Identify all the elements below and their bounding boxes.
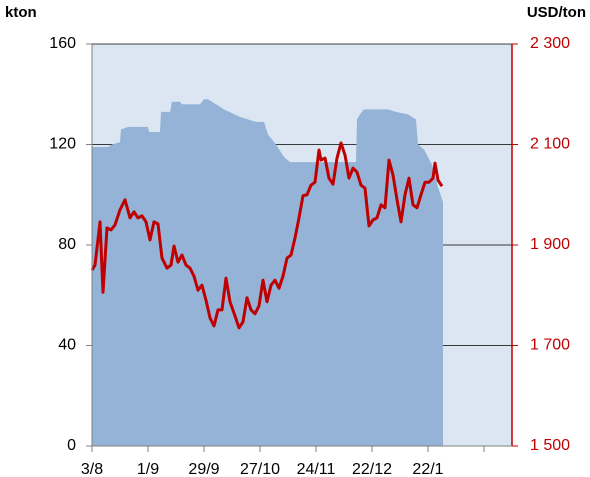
y-axis-title: kton: [5, 4, 37, 21]
x-tick-label: 29/9: [188, 461, 219, 477]
line: [90, 141, 444, 330]
y-tick-label: 0: [67, 437, 76, 454]
y2-tick-label: 2 300: [530, 35, 570, 52]
y-tick-label: 160: [49, 35, 76, 52]
x-tick-label: 27/10: [240, 461, 280, 477]
area: [92, 99, 443, 447]
y-tick-label: 80: [58, 236, 76, 253]
y2-tick-label: 1 500: [530, 437, 570, 454]
x-tick-label: 22/12: [352, 461, 392, 477]
y2-tick-label: 2 100: [530, 136, 570, 153]
y2-tick-label: 1 700: [530, 337, 570, 354]
y2-tick-label: 1 900: [530, 236, 570, 253]
y2-axis-title: USD/ton: [527, 4, 586, 21]
x-tick-label: 1/9: [137, 461, 159, 477]
y-tick-label: 40: [58, 337, 76, 354]
x-tick-label: 3/8: [81, 461, 103, 477]
y-tick-label: 120: [49, 136, 76, 153]
x-tick-label: 22/1: [412, 461, 443, 477]
x-tick-label: 24/11: [297, 461, 336, 477]
